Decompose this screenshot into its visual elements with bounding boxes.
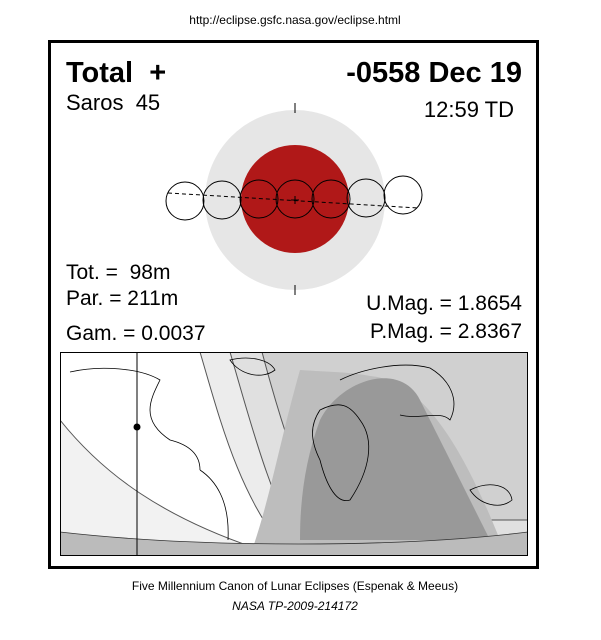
eclipse-date: -0558 Dec 19 [346, 57, 522, 89]
time: 12:59 TD [424, 97, 514, 122]
shadow-diagram [165, 103, 423, 295]
canon: Five Millennium Canon of Lunar Eclipses … [132, 579, 458, 593]
moon-positions [165, 175, 423, 221]
url: http://eclipse.gsfc.nasa.gov/eclipse.htm… [189, 13, 400, 27]
partial: Par. = 211m [66, 287, 178, 310]
saros: Saros 45 [66, 90, 160, 115]
publication: NASA TP-2009-214172 [232, 599, 358, 613]
gamma: Gam. = 0.0037 [66, 322, 206, 345]
totality: Tot. = 98m [66, 261, 170, 284]
umbral-magnitude: U.Mag. = 1.8654 [366, 292, 522, 315]
world-map [60, 352, 528, 556]
penumbral-magnitude: P.Mag. = 2.8367 [370, 320, 522, 343]
eclipse-type: Total + [66, 57, 166, 89]
